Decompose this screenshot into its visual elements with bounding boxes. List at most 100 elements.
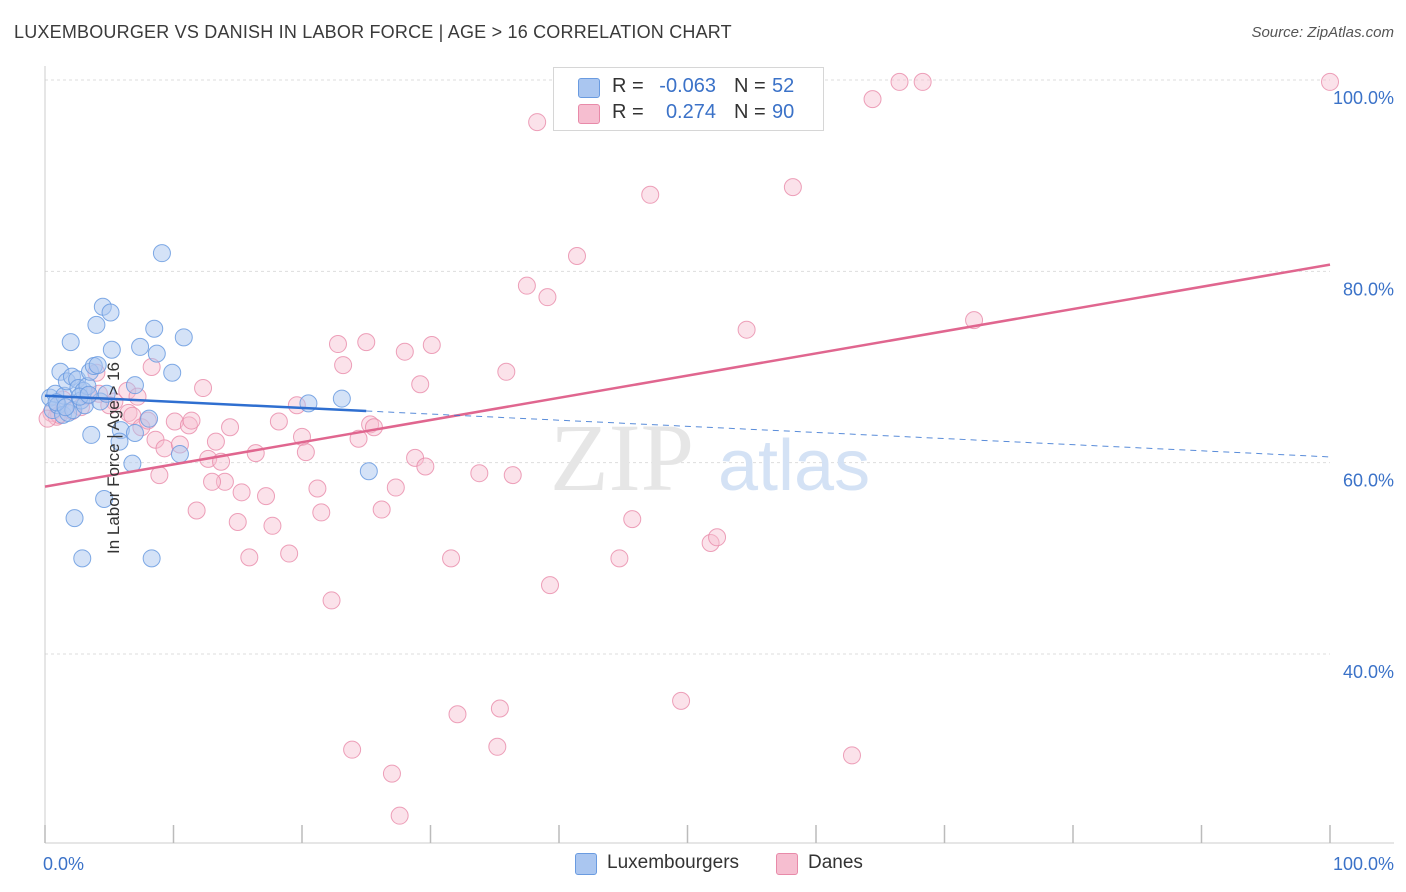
danes-point bbox=[541, 576, 560, 595]
danes-point bbox=[203, 472, 222, 491]
luxembourgers-point bbox=[110, 432, 129, 451]
luxembourgers-point bbox=[174, 328, 193, 347]
danes-point bbox=[411, 375, 430, 394]
danes-point bbox=[386, 478, 405, 497]
luxembourgers-point bbox=[145, 319, 164, 338]
luxembourgers-points bbox=[41, 244, 378, 568]
luxembourgers-point bbox=[88, 356, 107, 375]
danes-point bbox=[215, 472, 234, 491]
luxembourgers-point bbox=[102, 340, 121, 359]
luxembourgers-point bbox=[359, 462, 378, 481]
legend-n-value: 52 bbox=[772, 75, 795, 97]
danes-point bbox=[913, 72, 932, 91]
danes-point bbox=[528, 113, 547, 132]
danes-point bbox=[194, 379, 213, 398]
danes-point bbox=[488, 737, 507, 756]
luxembourgers-point bbox=[147, 344, 166, 363]
danes-point bbox=[179, 416, 198, 435]
danes-point bbox=[246, 444, 265, 463]
danes-point bbox=[517, 276, 536, 295]
danes-point bbox=[240, 548, 259, 567]
luxembourgers-point bbox=[73, 549, 92, 568]
luxembourgers-point bbox=[95, 490, 114, 509]
danes-point bbox=[497, 362, 516, 381]
luxembourgers-point bbox=[142, 549, 161, 568]
watermark-atlas: atlas bbox=[718, 426, 870, 506]
danes-point bbox=[395, 342, 414, 361]
luxembourgers-point bbox=[125, 424, 144, 443]
chart-title: LUXEMBOURGER VS DANISH IN LABOR FORCE | … bbox=[14, 22, 732, 42]
y-tick-label: 60.0% bbox=[1343, 471, 1394, 491]
x-tick-label: 100.0% bbox=[1333, 854, 1394, 874]
stats-legend: R = -0.063 N = 52 R = 0.274 N = 90 bbox=[553, 67, 824, 131]
luxembourgers-point bbox=[125, 376, 144, 395]
legend-n-value: 90 bbox=[772, 101, 795, 123]
danes-point bbox=[1321, 72, 1339, 91]
danes-point bbox=[263, 516, 282, 535]
danes-point bbox=[280, 544, 299, 563]
danes-point bbox=[490, 699, 509, 718]
luxembourgers-point bbox=[101, 303, 120, 322]
legend-r-label: R = bbox=[612, 101, 644, 123]
danes-point bbox=[334, 356, 353, 375]
legend-label: Luxembourgers bbox=[607, 852, 740, 873]
legend-swatch-pink bbox=[776, 853, 798, 875]
luxembourgers-point bbox=[79, 385, 98, 404]
luxembourgers-point bbox=[56, 398, 75, 417]
danes-point bbox=[641, 185, 660, 204]
danes-point bbox=[308, 479, 327, 498]
danes-point bbox=[322, 591, 341, 610]
danes-point bbox=[206, 432, 225, 451]
danes-point bbox=[269, 412, 288, 431]
luxembourgers-point bbox=[140, 409, 159, 428]
danes-point bbox=[863, 90, 882, 109]
danes-point bbox=[842, 746, 861, 765]
danes-point bbox=[737, 320, 756, 339]
danes-point bbox=[232, 483, 251, 502]
danes-point bbox=[416, 457, 435, 476]
legend-swatch-blue bbox=[578, 78, 600, 98]
danes-point bbox=[382, 764, 401, 783]
luxembourgers-point bbox=[82, 425, 101, 444]
danes-point bbox=[357, 333, 376, 352]
danes-point bbox=[422, 335, 441, 354]
danes-point bbox=[155, 439, 174, 458]
watermark: ZIP atlas bbox=[550, 404, 870, 511]
danes-point bbox=[890, 72, 909, 91]
legend-row-danes: R = 0.274 N = 90 bbox=[554, 101, 823, 129]
danes-point bbox=[538, 288, 557, 307]
danes-point bbox=[182, 411, 201, 430]
danes-point bbox=[312, 503, 331, 522]
danes-point bbox=[150, 466, 169, 485]
danes-point bbox=[257, 487, 276, 506]
danes-point bbox=[672, 691, 691, 710]
danes-point bbox=[364, 418, 383, 437]
legend-swatch-blue bbox=[575, 853, 597, 875]
danes-point bbox=[610, 549, 629, 568]
luxembourgers-point bbox=[131, 337, 150, 356]
danes-point bbox=[221, 418, 240, 437]
danes-point bbox=[442, 549, 461, 568]
trend-lines bbox=[44, 263, 1331, 488]
luxembourgers-point bbox=[87, 315, 106, 334]
y-axis-label: In Labor Force | Age > 16 bbox=[104, 361, 124, 555]
danes-point bbox=[567, 247, 586, 266]
watermark-zip: ZIP bbox=[550, 404, 694, 511]
luxembourgers-point bbox=[152, 244, 171, 263]
danes-point bbox=[470, 464, 489, 483]
danes-point bbox=[328, 335, 347, 354]
legend-swatch-pink bbox=[578, 104, 600, 124]
danes-point bbox=[349, 429, 368, 448]
y-tick-label: 40.0% bbox=[1343, 662, 1394, 682]
danes-point bbox=[448, 705, 467, 724]
danes-point bbox=[623, 510, 642, 529]
series-legend: Luxembourgers Danes bbox=[0, 852, 1406, 876]
danes-point bbox=[708, 528, 727, 547]
luxembourgers-point bbox=[65, 509, 84, 528]
danes-point bbox=[228, 512, 247, 531]
legend-r-value: -0.063 bbox=[659, 75, 716, 97]
danes-point bbox=[783, 178, 802, 197]
legend-r-value: 0.274 bbox=[665, 101, 716, 123]
danes-trend-line bbox=[44, 263, 1331, 488]
